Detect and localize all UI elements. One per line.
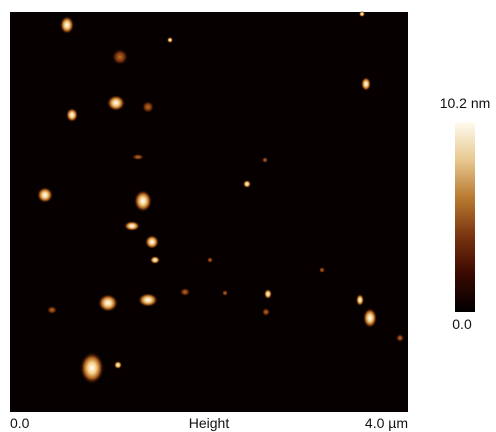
colorbar-max-label: 10.2 nm bbox=[440, 95, 491, 111]
particle bbox=[356, 294, 364, 306]
particle bbox=[80, 352, 104, 384]
particle bbox=[319, 267, 325, 273]
particle bbox=[145, 235, 159, 249]
particle bbox=[47, 306, 57, 314]
particle bbox=[361, 77, 371, 91]
particle bbox=[138, 293, 158, 307]
height-image bbox=[10, 11, 408, 412]
particle bbox=[243, 180, 251, 188]
particle bbox=[262, 308, 270, 316]
particle bbox=[134, 190, 152, 212]
colorbar-min-label: 0.0 bbox=[452, 316, 472, 332]
particle bbox=[98, 294, 118, 312]
particle bbox=[222, 290, 228, 296]
particle bbox=[66, 108, 78, 122]
particle bbox=[107, 95, 125, 111]
x-axis-label: Height bbox=[189, 415, 230, 431]
colorbar bbox=[455, 122, 475, 312]
particles bbox=[37, 11, 404, 384]
image-background bbox=[10, 12, 408, 412]
particle bbox=[180, 288, 190, 296]
particle bbox=[167, 37, 173, 43]
particle bbox=[150, 256, 160, 264]
particle bbox=[363, 308, 377, 328]
particle bbox=[60, 16, 74, 34]
particle bbox=[396, 334, 404, 342]
particle bbox=[207, 257, 213, 263]
particle bbox=[124, 221, 140, 231]
x-start-label: 0.0 bbox=[10, 415, 30, 431]
particle bbox=[142, 101, 154, 113]
particle bbox=[132, 154, 144, 160]
particle bbox=[114, 361, 122, 369]
particle bbox=[264, 289, 272, 299]
particle bbox=[37, 187, 53, 203]
x-end-label: 4.0 µm bbox=[365, 415, 408, 431]
particle bbox=[359, 11, 365, 17]
particle bbox=[112, 49, 128, 65]
particle bbox=[262, 157, 268, 163]
